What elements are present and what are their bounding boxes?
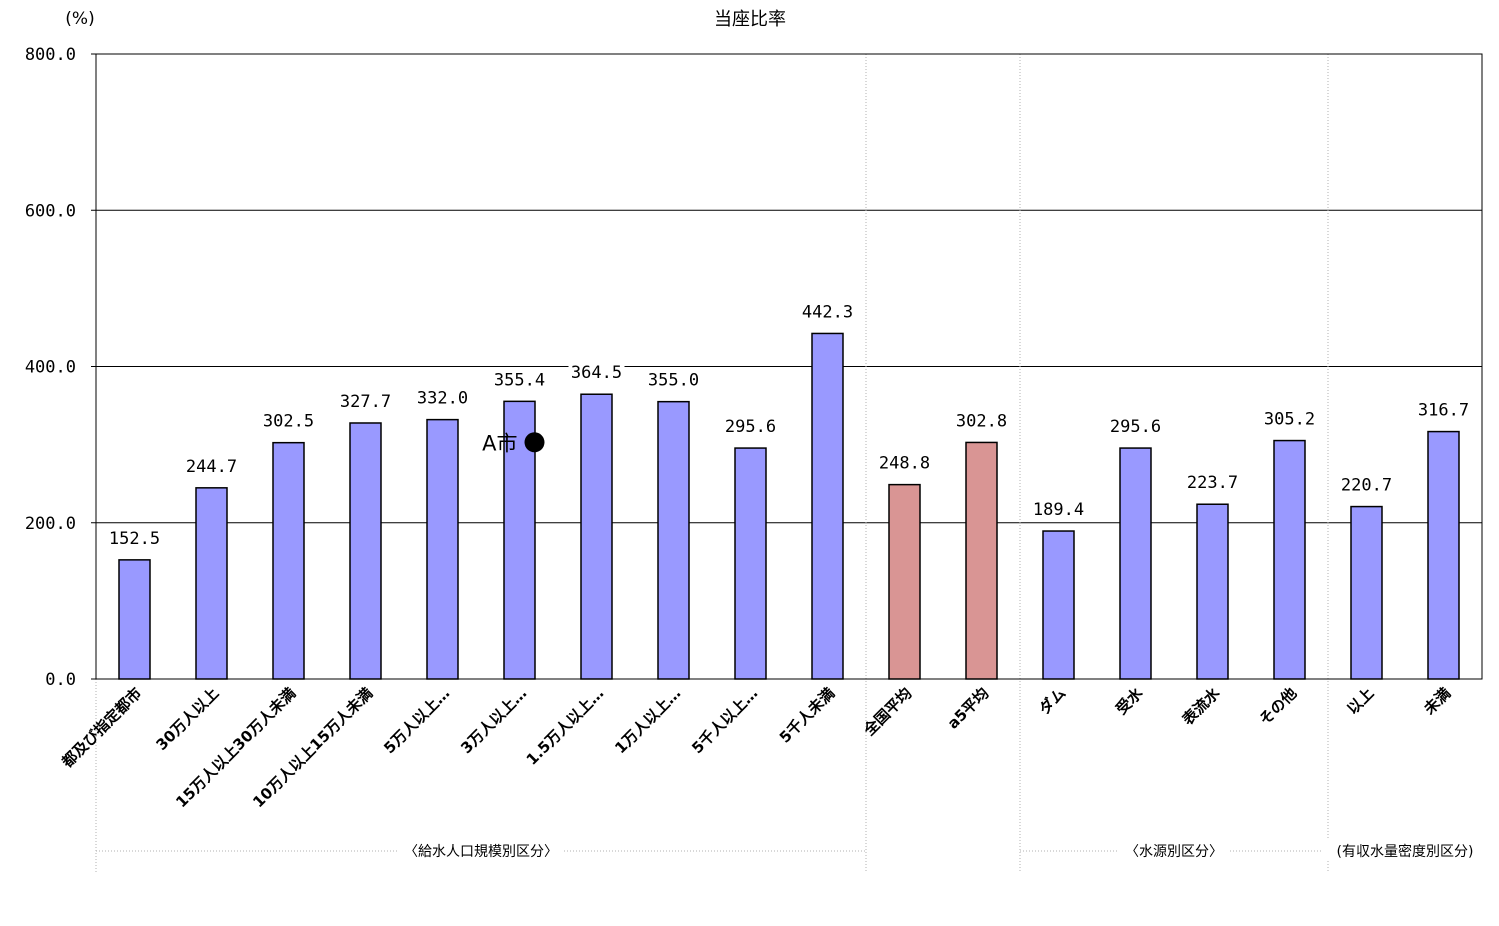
- group-labels: 〈給水人口規模別区分〉 〈水源別区分〉 (有収水量密度別区分): [96, 840, 1488, 860]
- group-label: (有収水量密度別区分): [1337, 843, 1474, 860]
- category-label: 表流水: [1179, 683, 1224, 728]
- value-label-bg: [183, 456, 240, 477]
- category-label: その他: [1256, 684, 1301, 729]
- marker: A市: [482, 431, 545, 455]
- value-label-bg: [953, 411, 1010, 432]
- value-label-bg: [1107, 417, 1164, 438]
- bar: [1119, 447, 1152, 680]
- value-label-bg: [491, 370, 548, 391]
- y-tick-label: 400.0: [25, 358, 76, 378]
- value-label: 248.8: [879, 454, 930, 474]
- category-label: 全国平均: [859, 684, 915, 740]
- bar: [272, 441, 305, 680]
- value-label: 355.4: [494, 370, 545, 390]
- value-label-bg: [1261, 409, 1318, 430]
- category-label: 1.5万人以上…: [523, 684, 608, 769]
- value-label: 223.7: [1187, 473, 1238, 493]
- bar: [1042, 530, 1075, 680]
- category-label: 30万人以上: [152, 684, 222, 754]
- value-label: 355.0: [648, 371, 699, 391]
- category-label: 以上: [1343, 684, 1377, 718]
- value-label: 327.7: [340, 392, 391, 412]
- value-label: 295.6: [725, 417, 776, 437]
- y-tick-label: 600.0: [25, 201, 76, 221]
- category-label: ダム: [1035, 684, 1069, 718]
- value-label-bg: [1338, 475, 1395, 496]
- value-label-bg: [799, 302, 856, 323]
- value-label: 442.3: [802, 302, 853, 322]
- bar: [965, 441, 998, 680]
- value-label: 316.7: [1418, 401, 1469, 421]
- y-tick-labels: 0.0 200.0 400.0 600.0 800.0: [25, 45, 76, 690]
- value-label: 332.0: [417, 389, 468, 409]
- marker-dot: [524, 432, 545, 453]
- group-label-bg: [1322, 840, 1488, 860]
- value-labels: 152.5 244.7 302.5 327.7 332.0 355.4 364.5 355.0…: [106, 302, 1472, 549]
- bar: [1350, 505, 1383, 680]
- y-tick-label: 0.0: [45, 670, 76, 690]
- category-label: 5千人未満: [776, 684, 839, 747]
- group-label: 〈給水人口規模別区分〉: [404, 844, 558, 860]
- value-label: 295.6: [1110, 417, 1161, 437]
- y-tick-label: 200.0: [25, 514, 76, 534]
- bar: [580, 393, 613, 680]
- bar: [1273, 439, 1306, 680]
- value-label-bg: [106, 528, 163, 549]
- bar: [426, 418, 459, 680]
- value-label-bg: [876, 453, 933, 474]
- category-label: 5千人以上…: [688, 684, 761, 757]
- value-label-bg: [1030, 500, 1087, 521]
- bar: [118, 559, 151, 680]
- group-label: 〈水源別区分〉: [1125, 844, 1223, 860]
- value-label-bg: [568, 363, 625, 384]
- value-label: 364.5: [571, 363, 622, 383]
- bar: [1427, 430, 1460, 680]
- bar: [1196, 503, 1229, 680]
- bar: [734, 447, 767, 680]
- category-label: 都及び指定都市: [58, 684, 146, 772]
- category-label: 3万人以上…: [457, 684, 530, 757]
- bar: [195, 487, 228, 680]
- value-label-bg: [645, 370, 702, 391]
- value-label: 189.4: [1033, 500, 1084, 520]
- y-tick-label: 800.0: [25, 45, 76, 65]
- category-label: 5万人以上…: [380, 684, 453, 757]
- group-separators: [95, 54, 1329, 872]
- bar: [349, 422, 382, 680]
- bars: [118, 332, 1460, 680]
- value-label: 302.5: [263, 412, 314, 432]
- value-label-bg: [1415, 400, 1472, 421]
- category-label: a5平均: [944, 684, 992, 732]
- group-label-bg: [1119, 840, 1229, 860]
- value-label: 305.2: [1264, 410, 1315, 430]
- bar: [657, 400, 690, 680]
- value-label-bg: [337, 391, 394, 412]
- category-label: 受水: [1112, 683, 1147, 718]
- value-label-bg: [414, 388, 471, 409]
- marker-label: A市: [482, 431, 517, 455]
- category-label: 未満: [1420, 684, 1455, 719]
- value-label-bg: [1184, 473, 1241, 494]
- value-label-bg: [722, 417, 779, 438]
- value-label: 220.7: [1341, 476, 1392, 496]
- group-label-bg: [398, 840, 564, 860]
- value-label: 244.7: [186, 457, 237, 477]
- plot-frame: [95, 53, 1483, 680]
- value-label: 302.8: [956, 411, 1007, 431]
- value-label: 152.5: [109, 529, 160, 549]
- bar: [811, 332, 844, 680]
- bar: [888, 483, 921, 680]
- chart-title: 当座比率: [714, 9, 786, 30]
- y-axis-unit: (%): [65, 9, 94, 29]
- value-label-bg: [260, 411, 317, 432]
- category-label: 1万人以上…: [611, 684, 684, 757]
